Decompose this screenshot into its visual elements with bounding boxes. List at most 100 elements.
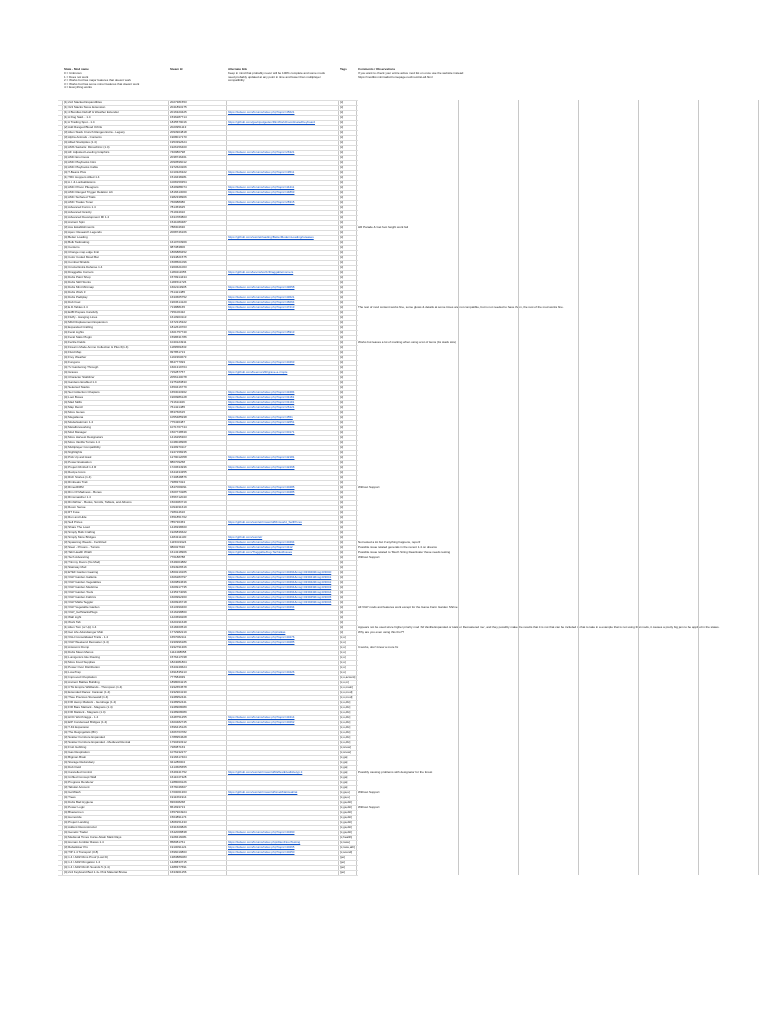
table-row[interactable]: [4] Sell Prices 785736453 https://github.c… — [58, 520, 768, 525]
cell-alternate-link[interactable]: https://github.com/sumlet/rimworld/Raffe… — [228, 770, 303, 774]
column-header-alternate-link[interactable]: Alternate link — [228, 67, 248, 71]
cell-alternate-link[interactable]: https://ludeon.com/forums/index.php?topi… — [228, 455, 295, 459]
table-row[interactable]: [4] Lumigonics Isle Routing 1576417038 [c,… — [58, 655, 768, 660]
cell-alternate-link[interactable]: https://ludeon.com/forums/index.php?topi… — [228, 545, 293, 549]
table-row[interactable]: [4] Feral Stats Plugin 1598631786 [c] — [58, 335, 768, 340]
cell-alternate-link[interactable]: https://github.com/kevinshortb/Draggable… — [228, 270, 294, 274]
table-row[interactable]: [4] Dubs Work 3 761421485 [c] — [58, 290, 768, 295]
table-row[interactable]: [4] VGP Garden Vegetables 1609894636 https… — [58, 580, 768, 585]
column-header-state-mod[interactable]: State - Mod name — [64, 67, 89, 71]
cell-alternate-link[interactable]: https://ludeon.com/forums/index.php?topi… — [228, 400, 295, 404]
table-row[interactable]: [4] AMS Sactaris: Rimachinic (1.4) 192615… — [58, 145, 768, 150]
cell-alternate-link[interactable]: https://ludeon.com/forums/index.php?topi… — [228, 305, 295, 309]
table-row[interactable]: [4] AMC Surfaced Trials 1982338906 [c] — [58, 195, 768, 200]
table-row[interactable]: [4] Map Reroll 761421485 https://ludeon.co… — [58, 405, 768, 410]
table-row[interactable]: [4] Moderkalorium 1.4 775436487 https://lu… — [58, 420, 768, 425]
table-row[interactable]: [4] Centurio 987383806 [c] — [58, 245, 768, 250]
cell-alternate-link[interactable]: https://ludeon.com/forums/index.php?topi… — [228, 490, 295, 494]
table-row[interactable]: [4] Extended Races: Caravan (1.4) 1932904… — [58, 690, 768, 695]
table-row[interactable]: [4] Rimbeats Trait 738837324 [c] — [58, 480, 768, 485]
table-row[interactable]: [4] Allied Stockpiles (1.4) 1953392624 [c] — [58, 140, 768, 145]
table-row[interactable]: [4] T-Beans Plus 1010326322 https://ludeon… — [58, 170, 768, 175]
cell-alternate-link[interactable]: https://github.com/sumlet/ — [228, 535, 263, 539]
table-row[interactable]: [4] A.I. & Lordsableisms 1008159354 [c] — [58, 180, 768, 185]
table-row[interactable]: [4] Room Sense 1094031619 [c] — [58, 505, 768, 510]
cell-alternate-link[interactable]: https://github.com/sumlet/rimworld/GiveM… — [228, 790, 298, 794]
table-row[interactable]: [4] Power Over Distribution 1543249624 [c,… — [58, 665, 768, 670]
cell-alternate-link[interactable]: https://github.com/beemorsflit/grave-a-r… — [228, 370, 288, 374]
table-row[interactable]: [4] Selected Stacks 1650416779 [c] — [58, 385, 768, 390]
cell-alternate-link[interactable]: https://ludeon.com/forums/index.php?topi… — [228, 185, 295, 189]
cell-alternate-link[interactable]: https://ludeon.com/forums/index.php?topi… — [228, 590, 332, 594]
table-row[interactable]: [4] Share The Load 1446938660 [c] — [58, 525, 768, 530]
cell-alternate-link[interactable]: https://ludeon.com/forums/index.php?topi… — [228, 150, 295, 154]
table-row[interactable]: [1] TRC Hoppers Allied 1.4 1519438281 [c] — [58, 175, 768, 180]
table-row[interactable]: [4] VGP Garden Tools 1435374096 https://lu… — [58, 590, 768, 595]
table-row[interactable]: [4] Addent Reconstructor 1631609826 [c,ga,… — [58, 825, 768, 830]
table-row[interactable]: [4] More Genes 953760615 [c] — [58, 410, 768, 415]
table-row[interactable]: [4] Character Stabilizer 2056140078 [c] — [58, 375, 768, 380]
table-row[interactable]: [4] VGP Garden Fabrics 1609992360 https://… — [58, 595, 768, 600]
table-row[interactable]: [4] Color Coded Mood Bar 1934821575 [c] — [58, 255, 768, 260]
table-row[interactable]: [4] Human Jumbler Races 1.4 858081761 http… — [58, 840, 768, 845]
column-header-comments[interactable]: Comments / Observations — [358, 67, 396, 71]
cell-alternate-link[interactable]: https://ludeon.com/forums/index.php/Alie… — [228, 840, 301, 844]
table-row[interactable]: [1] 4 Bundles Debuff & Weather Extender 2… — [58, 110, 768, 115]
cell-alternate-link[interactable]: https://ludeon.com/forums/index.php?topi… — [228, 575, 332, 579]
cell-alternate-link[interactable]: https://ludeon.com/forums/index.php?topi… — [228, 640, 295, 644]
table-row[interactable]: [4] Advanced Forms 1.4 781453625 [c] — [58, 205, 768, 210]
table-row[interactable]: [4] Mild Displacement Expansion 167231532… — [58, 320, 768, 325]
table-row[interactable]: [4] Expanded Crafting 1812619763 [c] — [58, 325, 768, 330]
table-row[interactable]: [4] RT Fuse 728914616 [c] — [58, 510, 768, 515]
table-row[interactable]: [4] More Harvest Designators 1416295303 [c… — [58, 435, 768, 440]
table-row[interactable]: [4] VGP Mafia Teggler 1609946718 https://l… — [58, 600, 768, 605]
cell-alternate-link[interactable]: https://ludeon.com/forums/index.php?topi… — [228, 285, 295, 289]
table-row[interactable]: [4] Power Evaluation 886709258 [c] — [58, 460, 768, 465]
table-row[interactable]: [4] Advanced Development MI 1.4 163478380… — [58, 215, 768, 220]
cell-alternate-link[interactable]: https://ludeon.com/forums/index.php?topi… — [228, 170, 295, 174]
table-row[interactable]: [4] 1.4 / ARZ Rimth Sounds 5 (1.4) 148837… — [58, 865, 768, 870]
cell-alternate-link[interactable]: https://ludeon.com/forums/index.php?topi… — [228, 605, 295, 609]
table-row[interactable]: [4] Antosmic Dump 1932791306 [c,u] It works… — [58, 645, 768, 650]
table-row[interactable]: [4] Fertile Fields 1040124911 [c] Works but… — [58, 340, 768, 345]
table-row[interactable]: [4] Dub Field 1413605655 [c,ga] — [58, 765, 768, 770]
table-row[interactable]: [4] Power Logic 861693713 [c,ga,dlc] Withou… — [58, 805, 768, 810]
table-row[interactable]: [4] More Food Supplies 1824081804 [c,u] — [58, 660, 768, 665]
table-row[interactable]: [2] Add Ranged Blood Orbits 2020951113 [c] — [58, 125, 768, 130]
table-row[interactable]: [4] Loot Boxes 1969986128 https://ludeon.c… — [58, 395, 768, 400]
table-row[interactable]: [4] Rich Stories (1.4) 1740848876 [c] — [58, 475, 768, 480]
table-row[interactable]: [4] T-Kit Expansion 1596415126 [c,u,dlc] — [58, 725, 768, 730]
table-row[interactable]: [1] A Trading Spot - 1.4 1845579016 https:… — [58, 120, 768, 125]
table-row[interactable]: [4] 2x4 Keyboard Bed 1.4+ Pink Material … — [58, 870, 768, 875]
table-row[interactable]: [4] Multiplayer Compatibility 1949970117 [… — [58, 445, 768, 450]
cell-alternate-link[interactable]: https://github.com/gavinjudgedev/RimWorl… — [228, 120, 315, 124]
table-row[interactable]: [4] EIP Condensed Bridges (1.4) 160048274… — [58, 720, 768, 725]
table-row[interactable]: [4] Dubs Mint Minimap 1662119905 https://l… — [58, 285, 768, 290]
table-row[interactable]: [4] HOC Worth Eggs - 1.4 1648751255 https:… — [58, 715, 768, 720]
table-row[interactable]: [4] Frey Weather 1193360673 [c] — [58, 355, 768, 360]
cell-alternate-link[interactable]: https://ludeon.com/forums/index.php?topi… — [228, 850, 295, 854]
cell-alternate-link[interactable]: https://ludeon.com/forums/index.php?topi… — [228, 540, 295, 544]
table-row[interactable]: [1] 3x3 Stacks Stove Extension 2041893175… — [58, 105, 768, 110]
cell-alternate-link[interactable]: https://github.com/sumlet/loading/Better… — [228, 235, 314, 239]
table-row[interactable]: [4] Draggable Corners 1180211655 https://g… — [58, 270, 768, 275]
table-row[interactable]: [4] The Reigngelists (BC) 1666763782 [c,u,… — [58, 730, 768, 735]
table-row[interactable]: [4] Bluetermen 1557904924 [c,ga,dlc] — [58, 810, 768, 815]
table-row[interactable]: [4] VGH Consolidated Traits - 1.4 1657082… — [58, 635, 768, 640]
table-row[interactable]: [4] Combat Shields 1568501096 [c] — [58, 260, 768, 265]
table-row[interactable]: [4] Dubs Skill Stunts 1184511726 [c] — [58, 280, 768, 285]
cell-alternate-link[interactable]: https://ludeon.com/forums/index.php?topi… — [228, 635, 295, 639]
table-row[interactable]: [4] Crucial Extra Defense 1.4 1960621063 [… — [58, 265, 768, 270]
table-row[interactable]: [3] Scatter Furniture Expanded - Medieva… — [58, 740, 768, 745]
cell-alternate-link[interactable]: https://ludeon.com/forums/index.php?topi… — [228, 715, 295, 719]
table-row[interactable]: [4] VGP Weekend Remaster (1.4) 1930996186… — [58, 640, 768, 645]
table-row[interactable]: [4] AMC Ranged Trigger Relation Lib 18166… — [58, 190, 768, 195]
table-row[interactable]: [4] Dubs Padiplay 1633665752 https://ludeo… — [58, 295, 768, 300]
table-row[interactable]: [4] Dub Fuel 1963614120 https://ludeon.com… — [58, 300, 768, 305]
table-row[interactable]: [4] Rimsmasther 1.4 1556712040 [c] — [58, 495, 768, 500]
table-row[interactable]: [4] Dubs Bad Hygiene 836308268 [c,ga,dlc] — [58, 800, 768, 805]
cell-alternate-link[interactable]: https://ludeon.com/forums/index.php?topi… — [228, 720, 295, 724]
table-row[interactable]: [3] Rebelloker Pro 1910091121 https://lude… — [58, 845, 768, 850]
table-row[interactable]: [4] AMC Prison Pileogram 1849988074 https:… — [58, 185, 768, 190]
table-row[interactable]: [4] Dubs Mean Menus 1112498658 [c,u] — [58, 650, 768, 655]
